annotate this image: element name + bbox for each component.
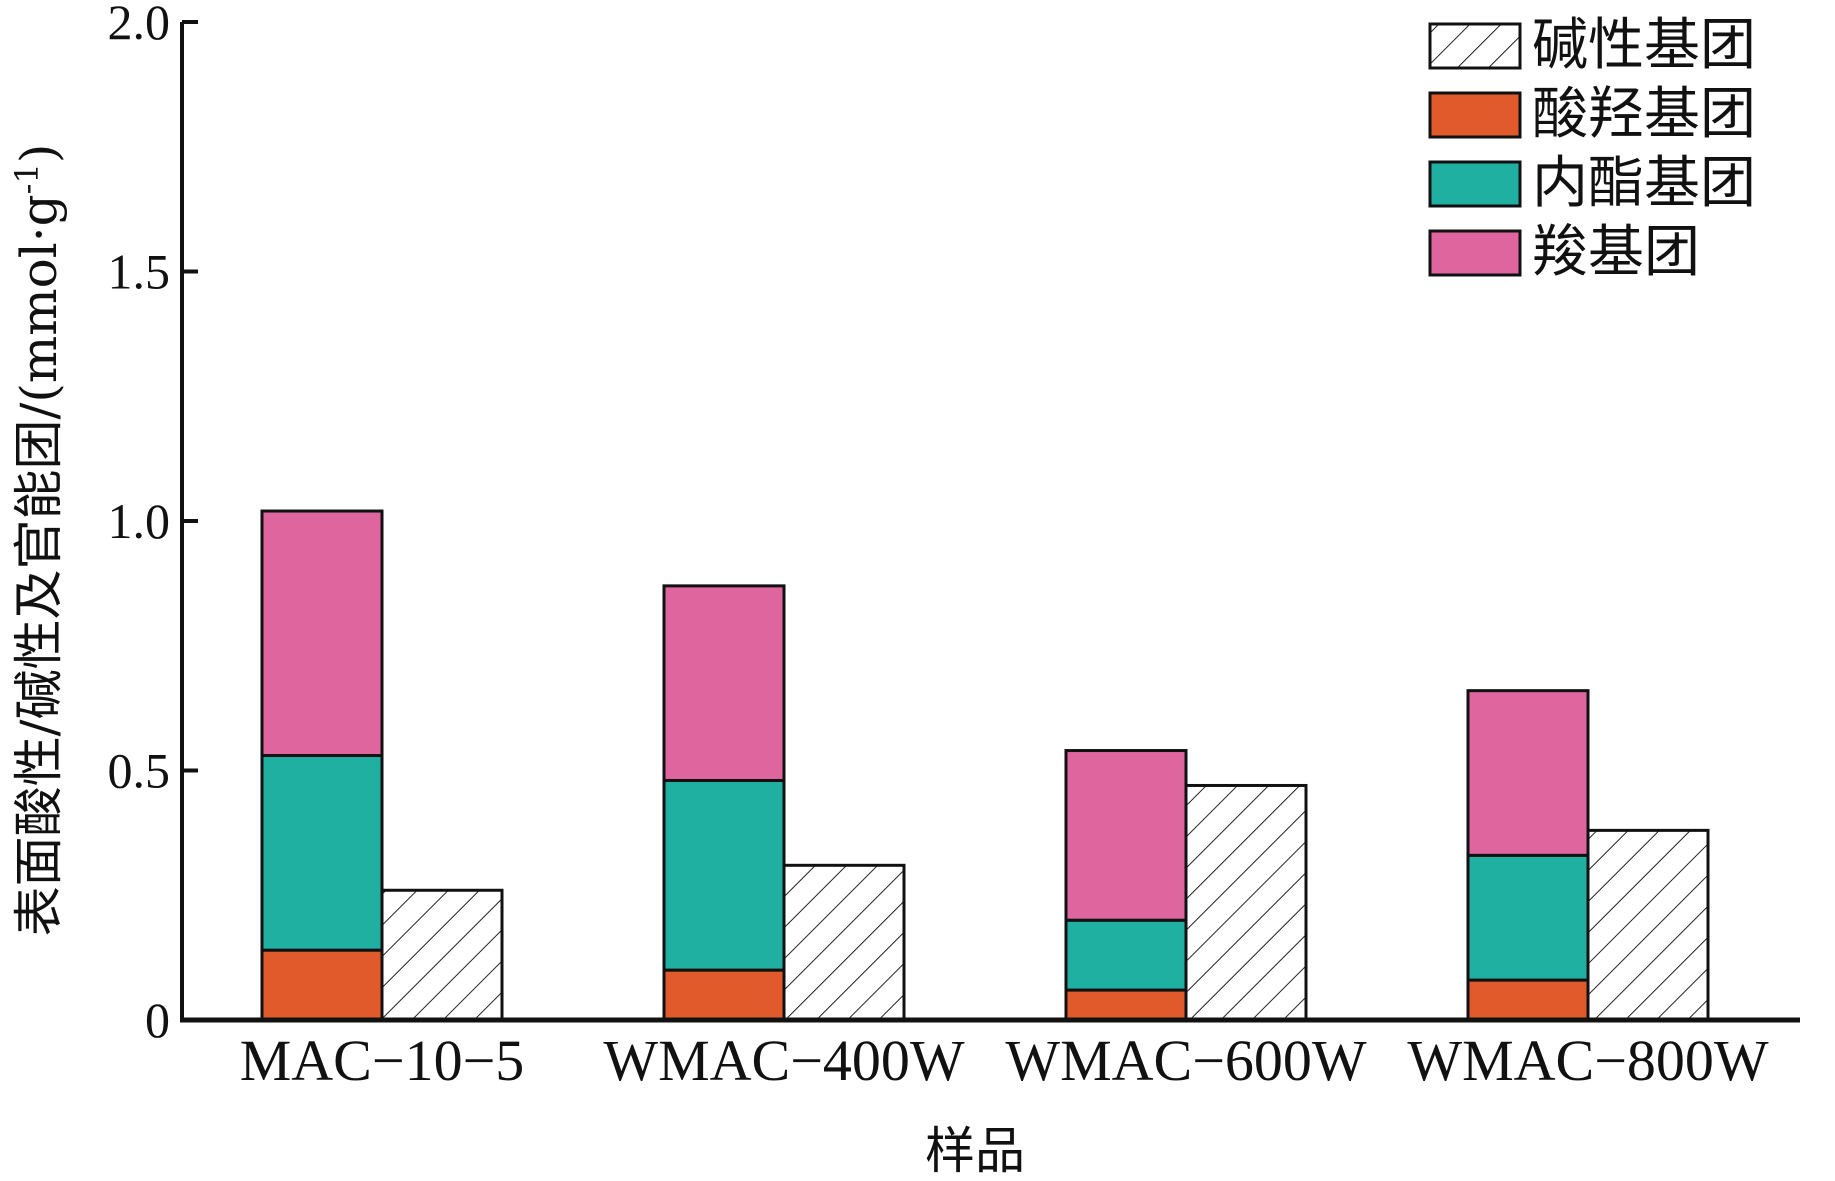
x-axis-title: 样品 (925, 1122, 1025, 1180)
y-axis-title-main: 表面酸性/碱性及官能团/(mmol·g (10, 194, 68, 936)
bar-basic (1184, 783, 1308, 1022)
legend-label: 碱性基团 (1532, 13, 1756, 78)
bar-segment (1466, 689, 1590, 857)
bars-layer (260, 509, 1710, 1022)
y-axis-title: 表面酸性/碱性及官能团/(mmol·g-1) (8, 144, 68, 937)
bar-segment (260, 948, 384, 1022)
bar-segment (662, 778, 786, 972)
legend-label: 内酯基团 (1532, 151, 1756, 216)
legend-swatch (1428, 160, 1522, 208)
y-tick-label: 1.5 (108, 244, 171, 300)
x-tick-labels: MAC−10−5 WMAC−400W WMAC−600W WMAC−800W (240, 1028, 1769, 1093)
bar-segment (260, 509, 384, 758)
x-tick-label: WMAC−600W (1005, 1028, 1367, 1093)
legend-swatch (1428, 229, 1522, 277)
legend-swatch (1428, 22, 1522, 70)
bar-basic (782, 863, 906, 1022)
bar-basic (380, 888, 504, 1022)
bar-segment (1466, 978, 1590, 1022)
y-tick-label: 0 (145, 992, 170, 1048)
bar-segment (662, 968, 786, 1022)
bar-segment (260, 754, 384, 952)
y-tick-label: 0.5 (108, 743, 171, 799)
legend-label: 酸羟基团 (1532, 82, 1756, 147)
legend-label: 羧基团 (1532, 220, 1700, 285)
bar-segment (1064, 749, 1188, 922)
legend-swatch (1428, 91, 1522, 139)
y-axis-title-sup: -1 (8, 163, 46, 194)
bar-segment (1064, 918, 1188, 992)
x-tick-label: WMAC−400W (603, 1028, 965, 1093)
x-tick-label: MAC−10−5 (240, 1028, 525, 1093)
bar-segment (1466, 853, 1590, 982)
y-tick-label: 1.0 (108, 493, 171, 549)
bar-segment (662, 584, 786, 782)
bar-basic (1586, 828, 1710, 1022)
y-tick-label: 2.0 (108, 0, 171, 50)
y-axis-title-end: ) (10, 144, 68, 164)
x-tick-label: WMAC−800W (1407, 1028, 1769, 1093)
bar-segment (1064, 988, 1188, 1022)
y-ticks: 0 0.5 1.0 1.5 2.0 (108, 0, 198, 1048)
